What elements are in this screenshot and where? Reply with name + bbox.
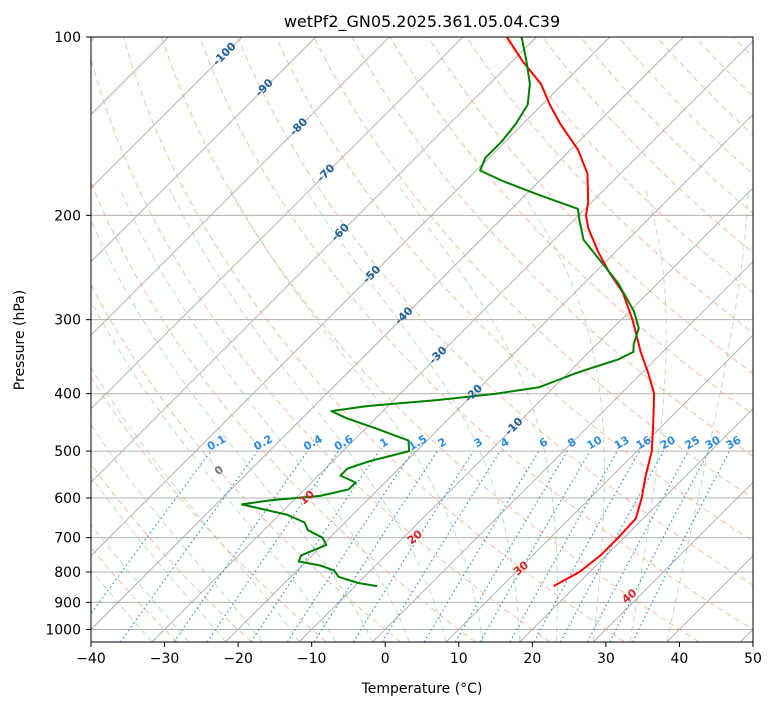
isotherm-line [91,37,464,410]
mixing-ratio-line [423,450,540,642]
moist-adiabat-line [399,187,558,642]
dry-adiabat-line [389,37,753,416]
x-tick-label: −40 [76,651,106,667]
dry-adiabat-line [237,37,753,586]
moist-adiabat-line [91,218,374,642]
y-tick-label: 200 [54,208,81,224]
moist-adiabat-line [91,523,190,642]
x-tick-label: 40 [671,651,689,667]
plot-frame [90,36,754,643]
moist-adiabat-line [91,569,153,642]
moist-adiabat-line [168,187,447,642]
mixing-ratio-line [313,450,438,642]
y-tick-label: 500 [54,444,81,460]
moist-adiabat-line [229,187,484,642]
isotherm-line [372,261,753,642]
mixing-ratio-line [586,450,689,642]
dry-adiabat-line [91,57,551,642]
mixing-ratio-line [173,450,309,642]
mixing-ratio-line [381,450,501,642]
dry-adiabat-line [123,37,625,642]
moist-adiabat-line [518,187,605,642]
isotherm-line [445,334,753,642]
mixing-ratio-line [250,450,380,642]
dry-adiabat-line [91,181,476,642]
y-tick-label: 600 [54,491,81,507]
dewpoint-line [240,37,640,588]
isotherm-line [91,37,316,263]
y-tick-label: 300 [54,313,81,329]
x-tick-label: −10 [297,651,327,667]
isotherm-line [91,37,611,557]
dry-adiabat-line [427,37,753,375]
dry-adiabat-line [504,37,753,294]
y-tick-label: 800 [54,565,81,581]
y-axis-label: Pressure (hPa) [12,290,28,390]
isotherm-line [593,481,753,642]
dry-adiabat-line [275,37,753,542]
dry-adiabat-line [618,37,753,175]
mixing-ratio-line [286,450,414,642]
isotherm-line [225,113,753,642]
background-lines [91,37,753,642]
dry-adiabat-line [91,283,402,642]
moist-adiabat-line [91,300,337,642]
dry-adiabat-line [351,37,753,457]
mixing-ratio-line [206,450,339,642]
dry-adiabat-line [542,37,753,254]
isotherm-line [91,37,390,336]
mixing-ratio-line [352,450,475,642]
x-tick-label: 50 [744,651,762,667]
isotherm-line [91,37,537,483]
temperature-line [506,37,656,587]
y-tick-label: 100 [54,30,81,46]
isotherm-line [151,40,753,642]
moist-adiabat-line [629,188,667,642]
mixing-ratio-line [454,450,568,642]
x-tick-label: 30 [597,651,615,667]
x-tick-label: 10 [450,651,468,667]
x-tick-label: −30 [150,651,180,667]
y-tick-label: 400 [54,387,81,403]
dry-adiabat-line [313,37,753,500]
x-tick-label: −20 [223,651,253,667]
x-tick-label: 20 [523,651,541,667]
moist-adiabat-line [119,187,410,642]
x-axis-label: Temperature (°C) [361,681,483,697]
dry-adiabat-line [199,37,753,631]
profile-lines [240,37,656,588]
y-tick-label: 900 [54,595,81,611]
dry-adiabat-line [161,37,700,642]
x-tick-label: 0 [381,651,390,667]
y-tick-label: 700 [54,531,81,547]
isotherm-line [91,37,243,189]
mixing-ratio-line [559,450,665,642]
moist-adiabat-line [91,475,226,642]
moist-adiabat-line [666,188,749,642]
chart-title: wetPf2_GN05.2025.361.05.04.C39 [284,12,560,32]
axis-ticks: −40 −30 −20 −10 0 10 20 30 40 50 100 200 300 400 500 60… [45,30,762,667]
isotherm-line [519,408,753,642]
dry-adiabat-line [91,463,253,642]
y-tick-label: 1000 [45,622,81,638]
moist-adiabat-line [304,187,521,642]
